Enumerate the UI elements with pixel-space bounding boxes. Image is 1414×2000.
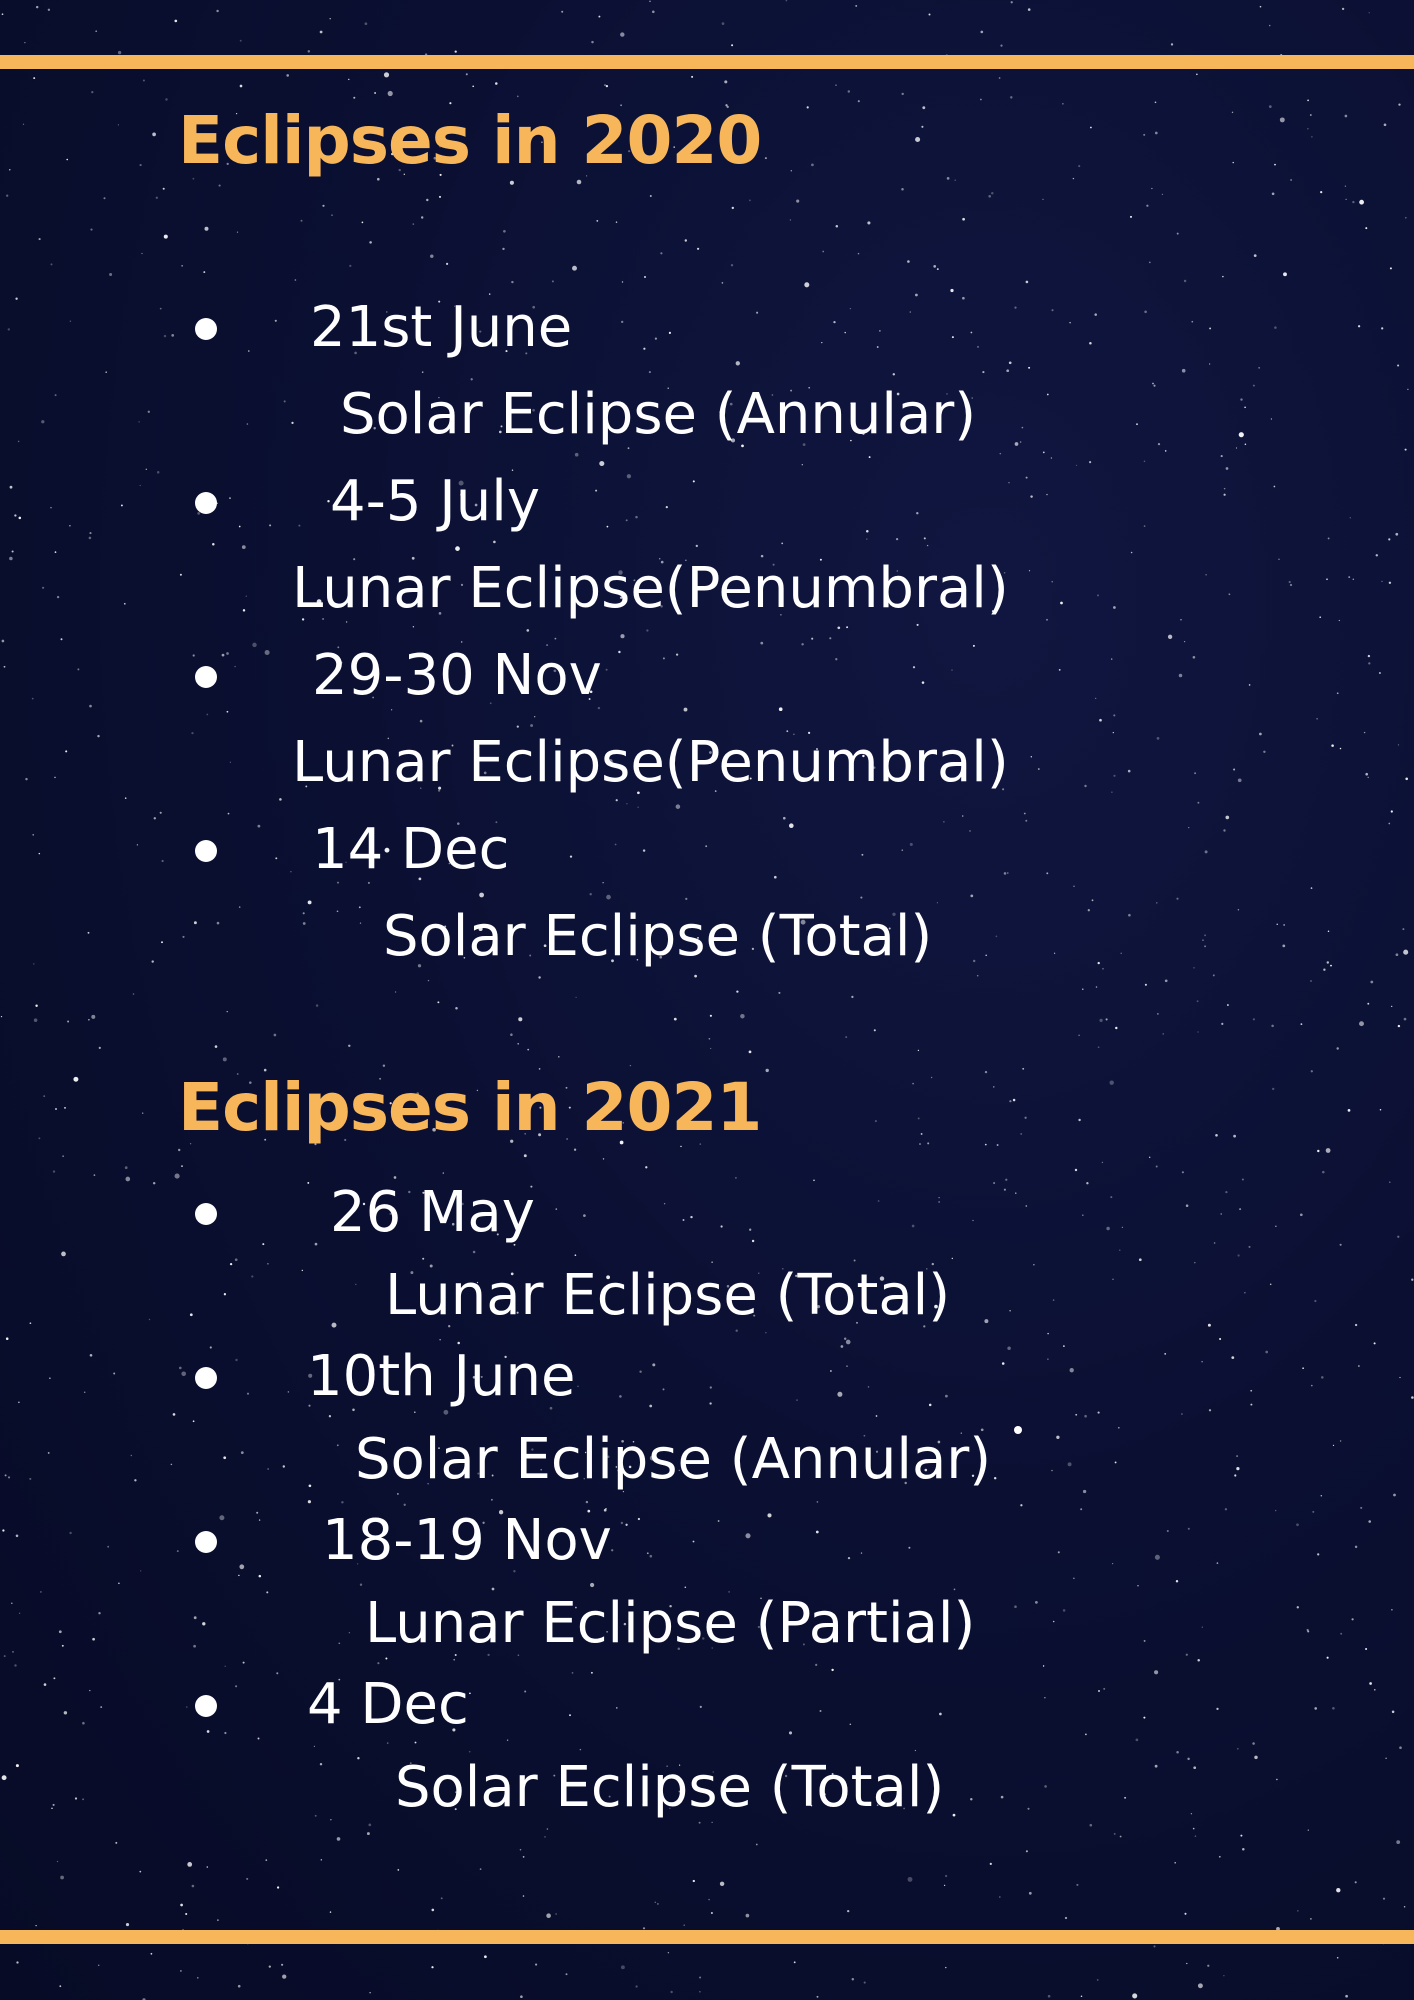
eclipse-date: 14 Dec bbox=[312, 817, 510, 882]
bullet-icon bbox=[195, 318, 217, 340]
bullet-icon bbox=[195, 1695, 217, 1717]
eclipse-type: Solar Eclipse (Annular) bbox=[340, 382, 977, 447]
bullet-icon bbox=[195, 666, 217, 688]
bullet-icon bbox=[195, 1367, 217, 1389]
eclipse-date: 4 Dec bbox=[307, 1672, 469, 1737]
eclipse-type: Solar Eclipse (Annular) bbox=[355, 1427, 992, 1492]
eclipse-type: Lunar Eclipse(Penumbral) bbox=[292, 556, 1009, 621]
eclipse-type: Lunar Eclipse (Total) bbox=[385, 1263, 951, 1328]
bullet-icon bbox=[195, 1531, 217, 1553]
eclipse-type: Lunar Eclipse(Penumbral) bbox=[292, 730, 1009, 795]
top-accent-rule bbox=[0, 55, 1414, 69]
eclipse-date: 26 May bbox=[330, 1180, 535, 1245]
eclipse-date: 4-5 July bbox=[330, 469, 540, 534]
bottom-accent-rule bbox=[0, 1930, 1414, 1944]
heading-2020: Eclipses in 2020 bbox=[178, 102, 762, 179]
eclipse-type: Solar Eclipse (Total) bbox=[395, 1755, 945, 1820]
bullet-icon bbox=[195, 1203, 217, 1225]
eclipse-type: Solar Eclipse (Total) bbox=[383, 904, 933, 969]
eclipse-date: 21st June bbox=[310, 295, 573, 360]
eclipse-date: 29-30 Nov bbox=[312, 643, 602, 708]
heading-2021: Eclipses in 2021 bbox=[178, 1069, 762, 1146]
eclipse-date: 18-19 Nov bbox=[322, 1508, 612, 1573]
bullet-icon bbox=[195, 840, 217, 862]
eclipse-date: 10th June bbox=[307, 1344, 576, 1409]
eclipse-type: Lunar Eclipse (Partial) bbox=[365, 1591, 976, 1656]
bullet-icon bbox=[195, 492, 217, 514]
